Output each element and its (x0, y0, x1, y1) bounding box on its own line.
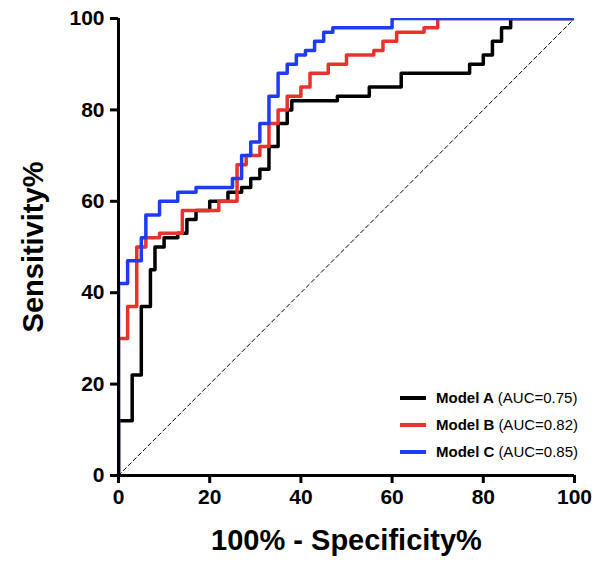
svg-text:20: 20 (81, 372, 104, 395)
svg-text:20: 20 (198, 485, 221, 508)
svg-text:Sensitivity%: Sensitivity% (17, 161, 49, 332)
html-text:Model B (AUC=0.82): Model B (AUC=0.82) (436, 416, 578, 433)
html-text:Model C (AUC=0.85): Model C (AUC=0.85) (436, 443, 578, 460)
svg-text:80: 80 (472, 485, 495, 508)
svg-text:40: 40 (289, 485, 312, 508)
html-text:Model A (AUC=0.75): Model A (AUC=0.75) (436, 389, 578, 406)
svg-text:60: 60 (81, 189, 104, 212)
svg-text:0: 0 (113, 485, 125, 508)
svg-text:100: 100 (69, 6, 104, 29)
svg-text:60: 60 (380, 485, 403, 508)
svg-text:100: 100 (557, 485, 592, 508)
svg-text:80: 80 (81, 98, 104, 121)
svg-text:40: 40 (81, 280, 104, 303)
svg-text:0: 0 (93, 463, 105, 486)
svg-text:100% - Specificity%: 100% - Specificity% (211, 524, 482, 556)
